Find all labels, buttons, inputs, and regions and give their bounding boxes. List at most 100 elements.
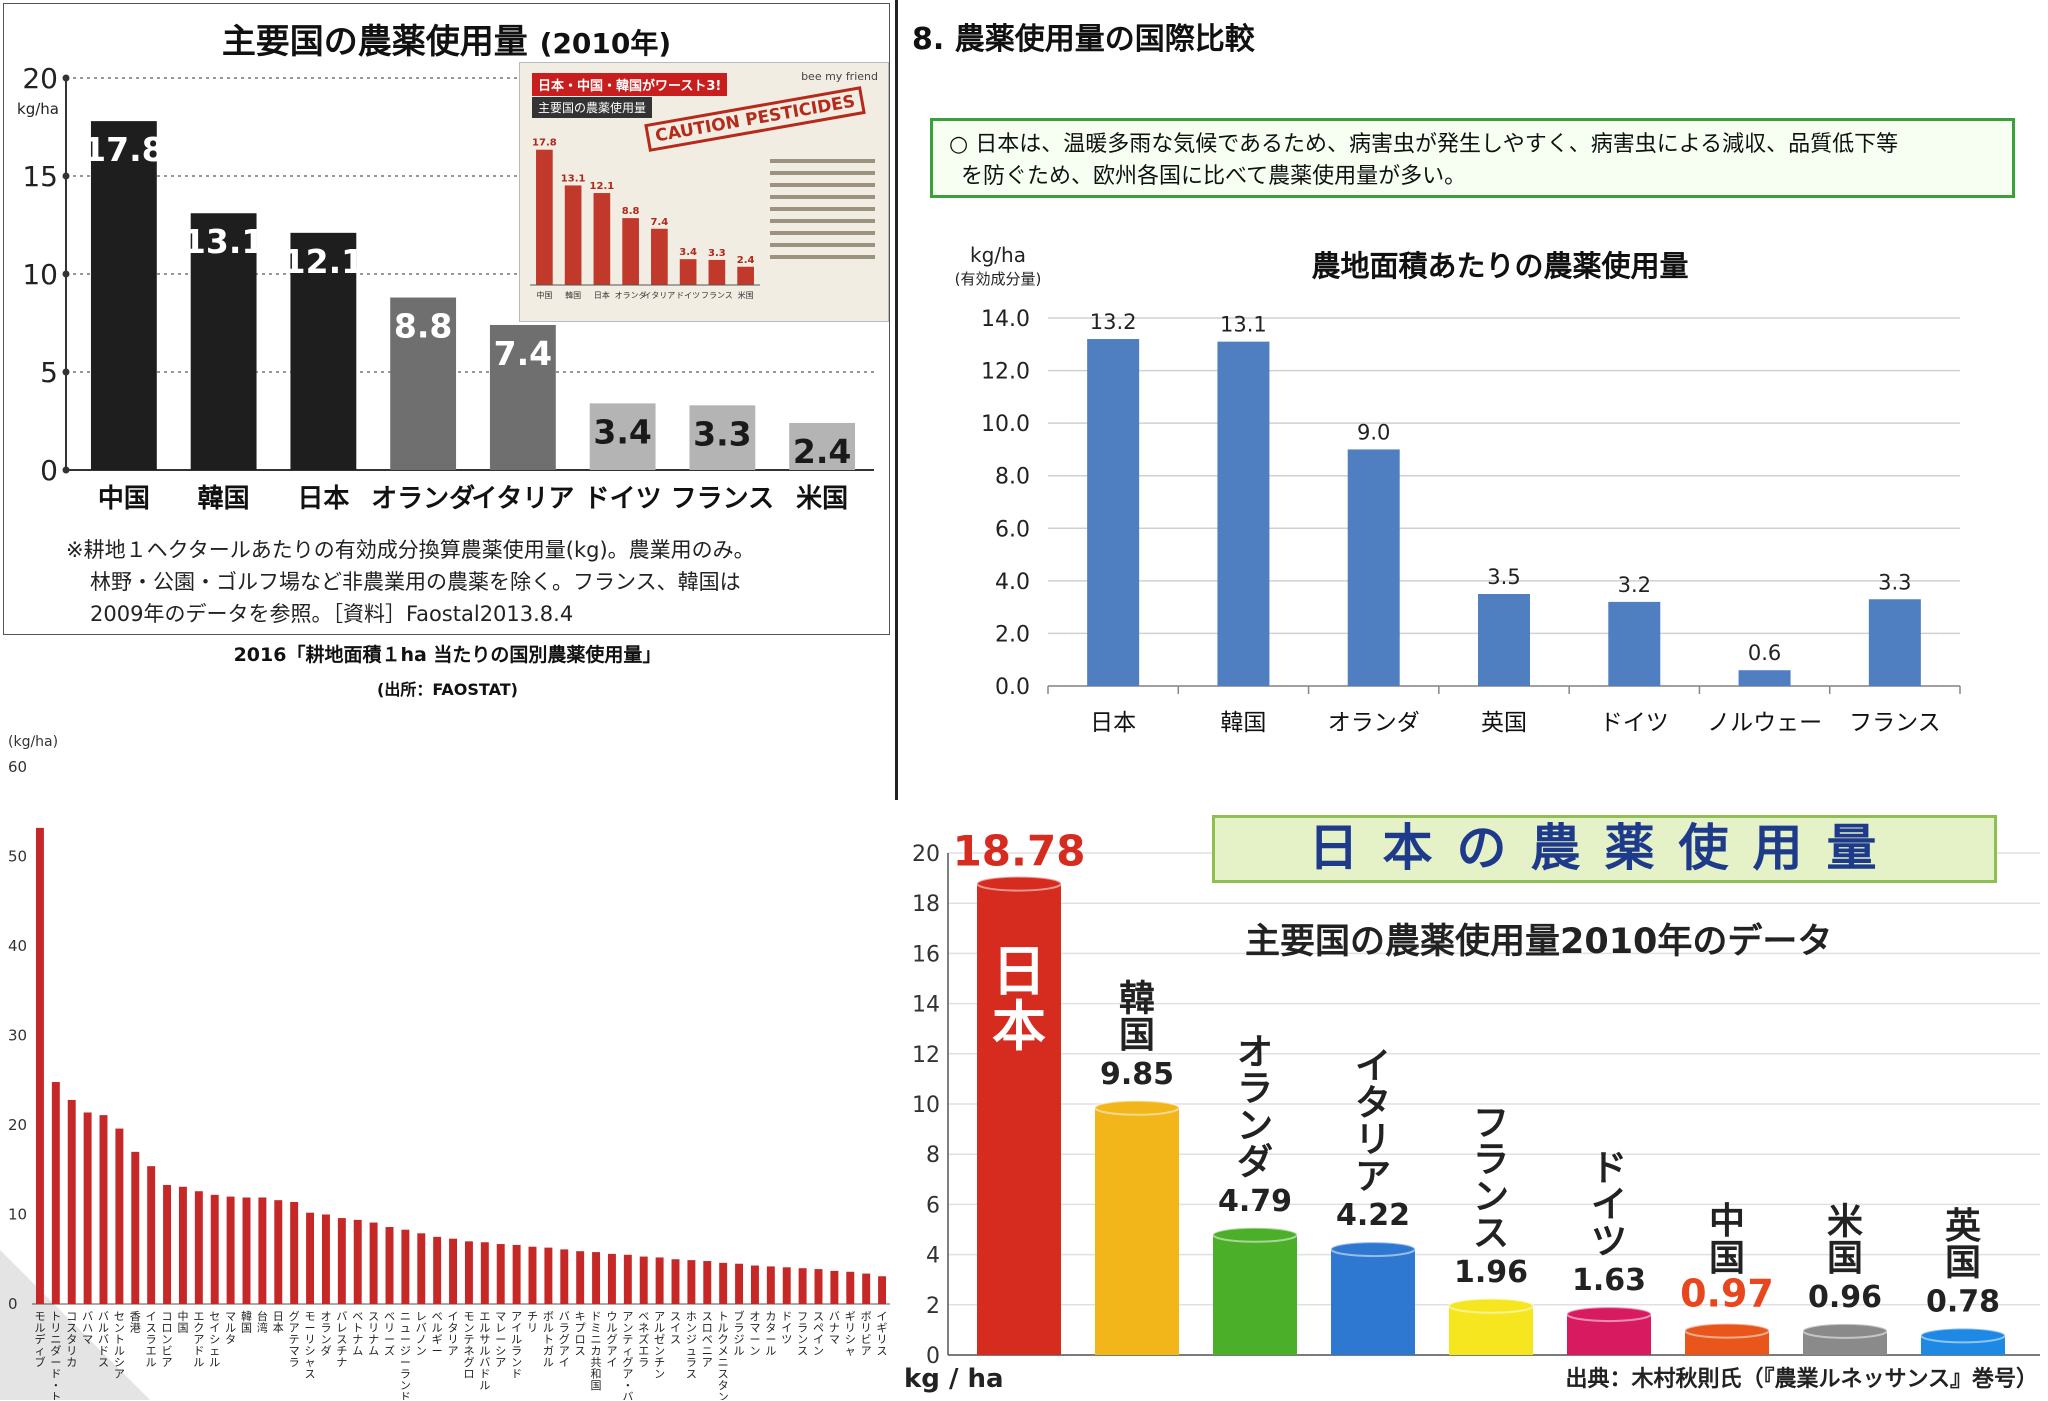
x-tick-label-char: エ	[193, 1310, 204, 1323]
x-tick-label-char: ル	[114, 1345, 125, 1358]
x-tick-label-char: ク	[718, 1333, 729, 1346]
bar	[131, 1151, 140, 1304]
x-tick-label-char: ン	[749, 1345, 760, 1358]
x-label-char: ラ	[1473, 1140, 1509, 1181]
x-label-char: タ	[1355, 1083, 1391, 1124]
x-tick-label-char: ン	[162, 1333, 173, 1346]
x-label-char: イ	[1591, 1185, 1627, 1226]
x-tick-label: オランダ	[371, 483, 475, 514]
x-tick-label-char: ュ	[686, 1345, 697, 1358]
x-label-char: 国	[1827, 1238, 1863, 1279]
bar-cap	[976, 875, 1062, 892]
y-tick-label: 0	[8, 1295, 18, 1313]
y-axis-sublabel: (有効成分量)	[955, 270, 1042, 288]
x-label-char: 国	[1119, 1015, 1155, 1056]
bar	[798, 1268, 807, 1304]
x-tick-label-char: コ	[162, 1310, 173, 1323]
bar	[178, 1186, 187, 1304]
x-tick-label-char: ガ	[543, 1345, 554, 1358]
x-tick-label-char: ズ	[638, 1332, 649, 1346]
bar	[496, 1244, 505, 1304]
x-tick-label-char: ス	[718, 1368, 729, 1381]
y-tick-label: 60	[8, 758, 27, 776]
y-axis-label: (kg/ha)	[8, 734, 58, 750]
x-tick-label-char: グ	[622, 1355, 633, 1369]
x-tick-label-char: ト	[50, 1391, 61, 1401]
bar	[321, 1214, 330, 1304]
inset-x-tick-label: イタリア	[644, 291, 676, 300]
x-tick-label-char: マ	[495, 1310, 506, 1323]
inset-x-tick-label: 韓国	[565, 290, 581, 300]
x-tick-label-char: エ	[146, 1345, 157, 1358]
x-tick-label-char: レ	[495, 1322, 506, 1335]
x-tick-label-char: リ	[527, 1322, 538, 1335]
x-tick-label: 韓国	[1220, 710, 1266, 736]
x-tick-label-char: 国	[177, 1322, 188, 1335]
data-label: 3.5	[1487, 565, 1520, 589]
x-tick-label-char: レ	[416, 1310, 427, 1323]
bar	[830, 1270, 839, 1304]
inset-data-label: 3.3	[708, 248, 726, 259]
bar-cap	[1330, 1241, 1416, 1258]
x-tick-label-char: ・	[50, 1379, 61, 1392]
inset-text-line	[770, 219, 875, 223]
x-tick-label-char: ン	[400, 1379, 411, 1392]
x-tick-label-char: ル	[479, 1379, 490, 1392]
x-tick-label-char: ホ	[686, 1310, 697, 1323]
x-tick-label-char: タ	[66, 1333, 77, 1346]
data-label: 0.6	[1748, 641, 1781, 665]
inset-bar	[737, 266, 754, 285]
x-label-char: ン	[1473, 1176, 1509, 1217]
bar	[639, 1256, 648, 1304]
data-label: 4.79	[1218, 1184, 1292, 1219]
bar	[814, 1269, 823, 1304]
data-label: 0.78	[1926, 1284, 2000, 1319]
inset-data-label: 8.8	[622, 206, 640, 217]
inset-x-tick-label: オランダ	[615, 290, 647, 300]
x-label-char: オ	[1237, 1032, 1273, 1073]
footnote-line: 2009年のデータを参照。［資料］Faostal2013.8.4	[90, 602, 574, 626]
x-tick-label-char: ス	[670, 1333, 681, 1346]
section-title: 8. 農薬使用量の国際比較	[912, 22, 1255, 57]
x-tick-label-char: ン	[622, 1322, 633, 1335]
x-label-char: フ	[1473, 1103, 1509, 1144]
x-tick-label-char: ト	[114, 1333, 125, 1346]
x-tick-label: フランス	[1849, 710, 1941, 736]
x-tick-label-char: イ	[813, 1333, 824, 1346]
y-tick-label: 20	[912, 842, 940, 867]
x-label-char: リ	[1355, 1120, 1391, 1161]
x-tick-label-char: ェ	[209, 1345, 220, 1358]
x-label-char: 国	[1709, 1238, 1745, 1279]
bar	[1087, 339, 1140, 686]
chart-panel-faostat-2016: 2016「耕地面積１ha 当たりの国別農薬使用量」 (出所：FAOSTAT) (…	[0, 640, 895, 1401]
y-tick-label: 0	[926, 1344, 940, 1369]
x-tick-label-char: ー	[50, 1356, 61, 1369]
explanation-line: ○ 日本は、温暖多雨な気候であるため、病害虫が発生しやすく、病害虫による減収、品…	[949, 132, 1899, 157]
bar-cap	[1566, 1306, 1652, 1323]
inset-text-line	[770, 231, 875, 235]
x-tick-label-char: ル	[432, 1322, 443, 1335]
data-label: 3.2	[1618, 573, 1651, 597]
x-tick-label-char: ナ	[829, 1322, 840, 1335]
x-tick-label-char: ゼ	[654, 1333, 665, 1346]
y-tick-label: 14.0	[981, 307, 1030, 332]
x-tick-label: 英国	[1481, 710, 1527, 736]
x-tick-label-char: リ	[861, 1322, 872, 1335]
bar	[750, 1265, 759, 1304]
x-tick-label-char: ス	[670, 1310, 681, 1323]
x-tick-label-char: ズ	[384, 1344, 395, 1358]
x-tick-label-char: モ	[463, 1310, 474, 1323]
x-tick-label-char: ド	[511, 1368, 522, 1381]
x-label-char: 韓	[1119, 978, 1155, 1019]
x-tick-label-char: ブ	[34, 1355, 45, 1369]
bar	[862, 1273, 871, 1304]
x-tick-label-char: ナ	[352, 1333, 363, 1346]
x-tick-label-char: ベ	[352, 1310, 363, 1323]
x-tick-label-char: イ	[877, 1310, 888, 1323]
x-tick-label-char: マ	[829, 1333, 840, 1346]
x-tick-label-char: エ	[638, 1345, 649, 1358]
inset-text-line	[770, 171, 875, 175]
bar	[623, 1254, 632, 1304]
x-tick-label-char: ジ	[400, 1345, 411, 1358]
x-tick-label-char: ブ	[734, 1309, 745, 1323]
